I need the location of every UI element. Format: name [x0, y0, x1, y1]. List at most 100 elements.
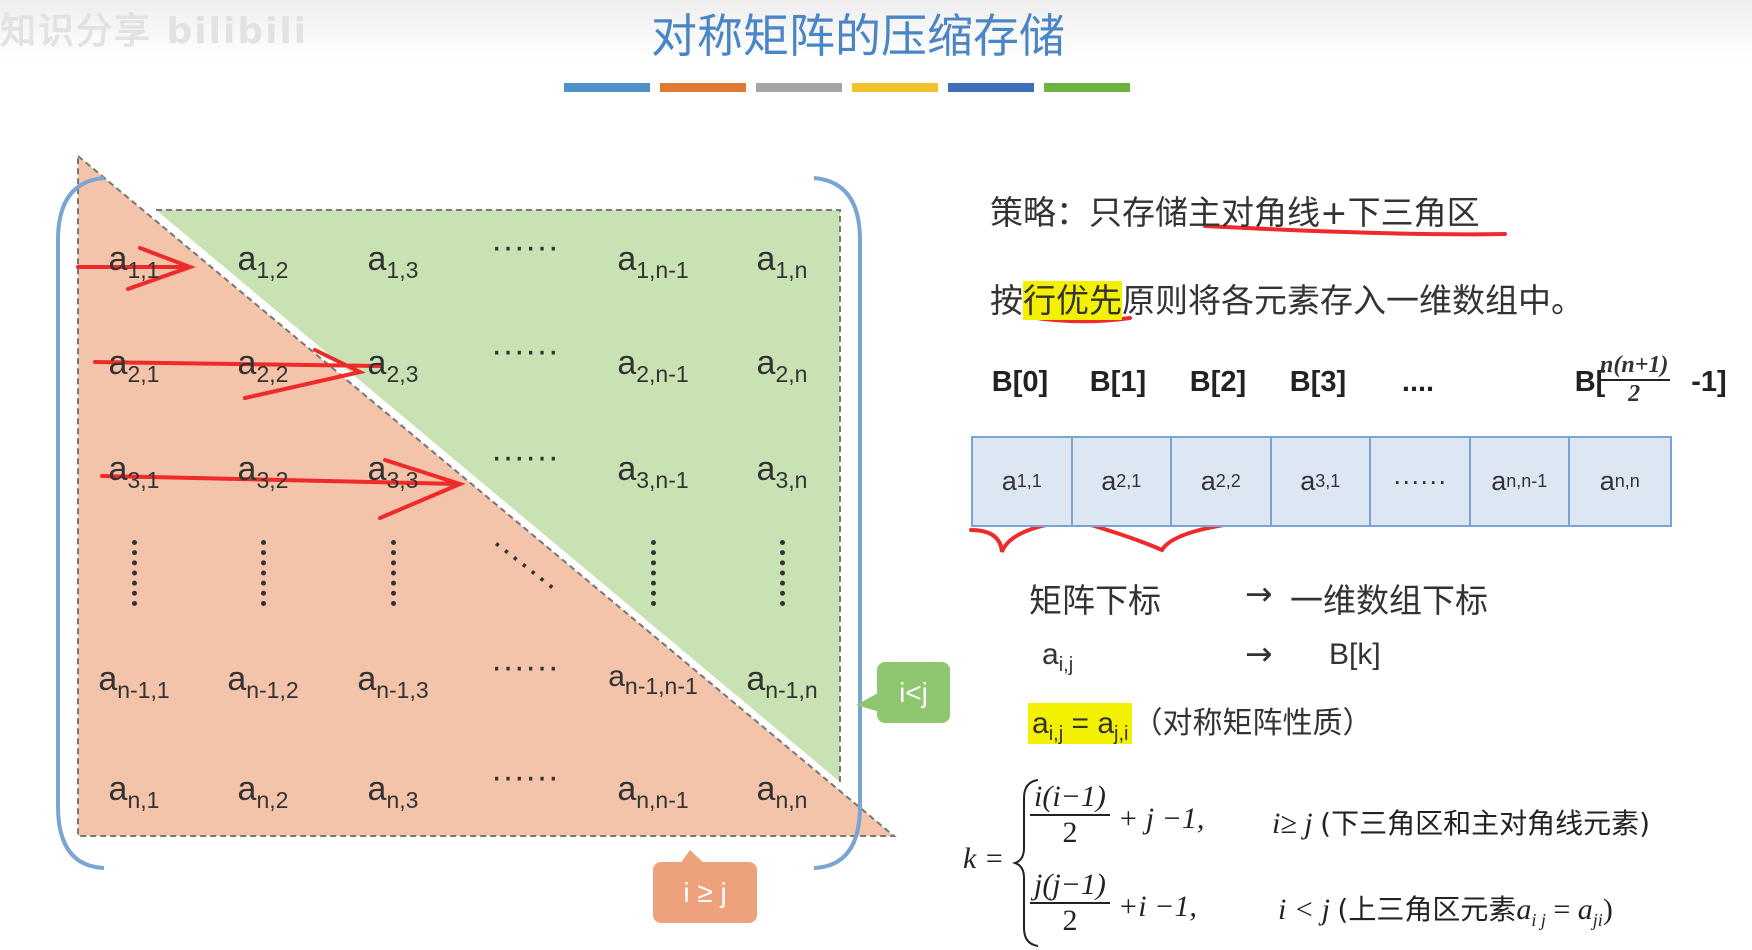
matrix-element: ······: [491, 438, 559, 476]
matrix-element: a3,n: [756, 450, 808, 493]
case1-num: i(i−1): [1030, 780, 1110, 816]
array-index-label: B[2]: [1189, 366, 1247, 398]
array-cell: a 2,1: [1072, 438, 1172, 525]
matrix-element: ······: [491, 332, 559, 370]
array-index: B[k]: [1329, 638, 1381, 671]
matrix-element: a3,n-1: [617, 450, 689, 493]
bubble-i-geq-j: i ≥ j: [653, 862, 757, 923]
color-bar: [756, 83, 842, 92]
case2-num: j(j−1): [1030, 868, 1110, 904]
matrix-element: an,n-1: [617, 770, 689, 813]
p-s2: j,i: [1114, 723, 1129, 745]
case2-s2: ji: [1592, 910, 1603, 930]
array-index-label: B[: [1574, 366, 1606, 398]
a-label: a: [1042, 638, 1059, 671]
vertical-dots: [391, 540, 396, 606]
k-equals: k =: [963, 842, 1005, 875]
last-index-suffix: -1]: [1691, 366, 1727, 398]
order-post: 原则将各元素存入一维数组中。: [1122, 281, 1584, 320]
arrow-icon: →: [1245, 634, 1273, 673]
array-cell: a 1,1: [973, 438, 1073, 525]
mapping-right: 一维数组下标: [1290, 581, 1488, 620]
array-cell: a n,n-1: [1470, 438, 1570, 525]
order-pre: 按: [990, 281, 1023, 320]
matrix-element: an,2: [237, 770, 289, 813]
property-equation: ai,j = aj,i: [1028, 703, 1133, 745]
case1-desc: (下三角区和主对角线元素): [1320, 807, 1650, 840]
matrix-element: an,n: [756, 770, 808, 813]
case2-desc: (上三角区元素: [1337, 893, 1517, 926]
last-index-fraction: n(n+1) 2: [1598, 352, 1671, 407]
arrow-icon: →: [1245, 574, 1273, 613]
array-cell: a 2,2: [1172, 438, 1272, 525]
a-sub: i,j: [1058, 654, 1074, 676]
matrix-element: an-1,n-1: [608, 660, 698, 699]
property-text: （对称矩阵性质）: [1132, 706, 1373, 741]
bubble-i-less-j: i<j: [877, 662, 950, 723]
case2-eq: =: [1545, 893, 1578, 926]
order-text: 按行优先原则将各元素存入一维数组中。: [990, 274, 1584, 322]
case2-cond: i < j: [1278, 893, 1330, 926]
slide-title: 对称矩阵的压缩存储: [651, 9, 1065, 63]
matrix-element: an-1,2: [227, 660, 299, 703]
matrix-element: a2,3: [367, 344, 419, 387]
top-fade: [0, 0, 1752, 60]
p-a1: a: [1032, 707, 1049, 740]
case2-den: 2: [1062, 904, 1078, 937]
vertical-dots: [651, 540, 656, 606]
one-dim-array: a 1,1 a 2,1 a 2,2 a 3,1 ······ a n,n-1 a n,n: [971, 436, 1672, 527]
array-index-label: B[0]: [991, 366, 1049, 398]
p-s1: i,j: [1048, 723, 1064, 745]
case2-a1: a: [1516, 893, 1532, 926]
matrix-element: a1,n: [756, 240, 808, 283]
vertical-dots: [132, 540, 137, 606]
vertical-dots: [261, 540, 266, 606]
matrix-element: a2,1: [108, 344, 160, 387]
right-bracket: [813, 176, 862, 870]
matrix-element: a1,1: [108, 240, 160, 283]
bubble-tail-lower: [680, 850, 705, 864]
case2-close: ): [1602, 893, 1613, 926]
matrix-index: ai,j: [1042, 638, 1073, 677]
upper-triangle: [156, 210, 840, 782]
strategy-text: 策略：只存储主对角线+下三角区: [990, 186, 1480, 234]
case2-fraction: j(j−1) 2: [1030, 868, 1110, 938]
strategy-rest: 主对角线+下三角区: [1188, 193, 1480, 232]
case2-condition: i < j (上三角区元素ai j = aji): [1278, 888, 1613, 931]
matrix-element: a1,n-1: [617, 240, 689, 283]
matrix-element: a3,2: [237, 450, 289, 493]
matrix-element: ······: [491, 228, 559, 266]
case2-tail: +i −1,: [1118, 890, 1197, 923]
matrix-element: a2,2: [237, 344, 289, 387]
matrix-element: an,3: [367, 770, 419, 813]
order-highlight: 行优先: [1023, 281, 1122, 320]
color-bar: [660, 83, 746, 92]
color-bar: [948, 83, 1034, 92]
matrix-element: a1,2: [237, 240, 289, 283]
watermark-logo: 知识分享 bilibili: [0, 11, 309, 52]
array-cell: a n,n: [1570, 438, 1670, 525]
vertical-dots: [780, 540, 785, 606]
p-a2: a: [1097, 707, 1115, 740]
color-bar: [564, 83, 650, 92]
array-cell: ······: [1371, 438, 1471, 525]
matrix-element: a1,3: [367, 240, 419, 283]
matrix-element: a3,3: [367, 450, 419, 493]
dashed-border: [156, 209, 841, 782]
array-cell: a 3,1: [1271, 438, 1371, 525]
matrix-element: ······: [491, 758, 559, 796]
array-index-label: ....: [1401, 366, 1435, 398]
matrix-element: an,1: [108, 770, 160, 813]
case2-a2: a: [1577, 893, 1593, 926]
case1-tail: + j −1,: [1118, 802, 1205, 835]
matrix-element: a2,n-1: [617, 344, 689, 387]
case1-condition: i≥ j (下三角区和主对角线元素): [1272, 802, 1650, 842]
left-bracket: [56, 176, 105, 870]
left-brace: [1012, 779, 1039, 947]
array-index-label: B[1]: [1089, 366, 1147, 398]
case1-cond: i≥ j: [1272, 807, 1313, 840]
bubble-tail-upper: [856, 692, 880, 712]
color-bar: [1044, 83, 1130, 92]
strategy-prefix: 策略：只存储: [990, 193, 1188, 232]
